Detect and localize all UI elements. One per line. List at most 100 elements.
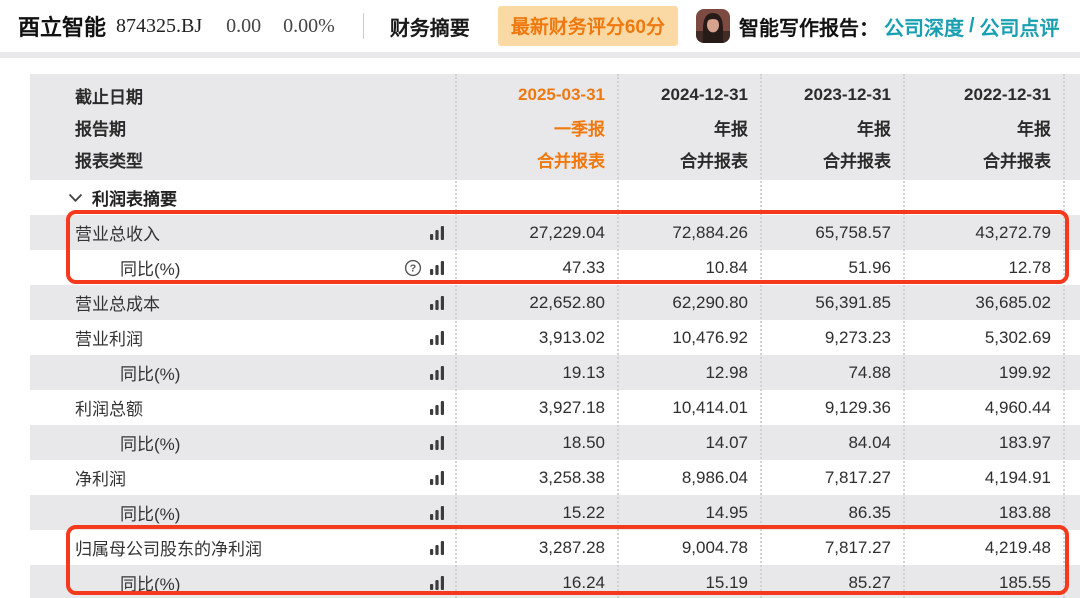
bar-chart-icon[interactable] (430, 365, 445, 380)
row-label-cell: 营业利润 (30, 320, 455, 355)
bar-chart-icon[interactable] (430, 575, 445, 590)
metric-value-cell: 4,960.44 (984, 397, 1051, 417)
meta-value-cell: 一季报 (554, 119, 605, 139)
chevron-down-icon (68, 193, 83, 202)
table-row: 净利润 3,258.38 8,986.04 7,817.27 4,194.91 (30, 460, 1080, 495)
meta-value-cell: 2023-12-31 (804, 85, 891, 104)
bar-chart-icon[interactable] (430, 260, 445, 275)
row-label: 归属母公司股东的净利润 (75, 540, 262, 559)
metric-value-cell: 85.27 (848, 572, 891, 592)
meta-row-label: 报告期 (75, 119, 126, 139)
meta-value-cell: 合并报表 (983, 151, 1051, 171)
row-label-cell: 营业总成本 (30, 285, 455, 320)
metric-value-cell: 18.50 (562, 432, 605, 452)
metric-value-cell: 3,287.28 (538, 537, 605, 557)
row-label-cell: 同比(%) (30, 565, 455, 598)
svg-text:?: ? (410, 262, 416, 274)
table-row: 同比(%) 15.22 14.95 86.35 183.88 (30, 495, 1080, 530)
metric-value-cell: 10,414.01 (672, 397, 748, 417)
meta-value-cell: 2024-12-31 (661, 85, 748, 104)
meta-value-cell: 年报 (714, 119, 748, 139)
row-label: 同比(%) (120, 575, 181, 594)
bar-chart-icon[interactable] (430, 400, 445, 415)
stock-code: 874325.BJ (116, 14, 203, 37)
stub-cell (1063, 215, 1080, 250)
financial-score-badge[interactable]: 最新财务评分60分 (497, 6, 678, 46)
metric-value-cell: 84.04 (848, 432, 891, 452)
metric-value-cell: 43,272.79 (975, 222, 1051, 242)
link-company-depth[interactable]: 公司深度 (883, 17, 964, 40)
ai-report-label: 智能写作报告： (738, 17, 879, 40)
page-background-band (0, 52, 1080, 58)
metric-value-cell: 47.33 (562, 257, 605, 277)
metric-value-cell: 10,476.92 (672, 327, 748, 347)
metric-value-cell: 19.13 (562, 362, 605, 382)
row-label-cell: 同比(%) (30, 425, 455, 460)
bar-chart-icon[interactable] (430, 540, 445, 555)
bar-chart-icon[interactable] (430, 225, 445, 240)
metric-value-cell: 4,194.91 (984, 467, 1051, 487)
metric-value-cell: 65,758.57 (815, 222, 891, 242)
vertical-divider (362, 13, 364, 39)
bar-chart-icon[interactable] (430, 330, 445, 345)
meta-row: 报告期 一季报 年报 年报 年报 (30, 111, 1080, 143)
stub-cell (1063, 143, 1080, 175)
row-label: 同比(%) (120, 505, 181, 524)
metric-value-cell: 56,391.85 (815, 292, 891, 312)
row-label: 同比(%) (120, 365, 181, 384)
link-separator: / (968, 14, 975, 37)
company-name: 酉立智能 (18, 15, 107, 40)
stub-cell (1063, 530, 1080, 565)
meta-row: 报表类型 合并报表 合并报表 合并报表 合并报表 (30, 143, 1080, 175)
metric-value-cell: 72,884.26 (672, 222, 748, 242)
section-income-statement-summary[interactable]: 利润表摘要 (30, 180, 1080, 215)
metric-value-cell: 10.84 (705, 257, 748, 277)
metric-value-cell: 5,302.69 (984, 327, 1051, 347)
table-row: 同比(%) 16.24 15.19 85.27 185.55 (30, 565, 1080, 598)
row-label: 营业利润 (75, 330, 143, 349)
bar-chart-icon[interactable] (430, 295, 445, 310)
stub-cell (1063, 79, 1080, 111)
tab-financial-summary[interactable]: 财务摘要 (389, 17, 470, 40)
metric-value-cell: 14.07 (705, 432, 748, 452)
metric-value-cell: 3,927.18 (538, 397, 605, 417)
table-row: 利润总额 3,927.18 10,414.01 9,129.36 4,960.4… (30, 390, 1080, 425)
bar-chart-icon[interactable] (430, 505, 445, 520)
table-row: 同比(%) 18.50 14.07 84.04 183.97 (30, 425, 1080, 460)
metric-value-cell: 15.19 (705, 572, 748, 592)
analyst-avatar (695, 9, 730, 43)
table-meta-header: 截止日期 2025-03-31 2024-12-31 2023-12-31 20… (30, 74, 1080, 180)
row-label-cell: 同比(%) ? (30, 250, 455, 285)
meta-value-cell: 年报 (857, 119, 891, 139)
metric-value-cell: 14.95 (705, 502, 748, 522)
table-row: 同比(%) ? 47.33 10.84 51.96 (30, 250, 1080, 285)
row-label: 同比(%) (120, 435, 181, 454)
link-company-comment[interactable]: 公司点评 (979, 17, 1060, 40)
meta-value-cell: 2025-03-31 (518, 85, 605, 104)
help-icon[interactable]: ? (404, 259, 422, 277)
metric-value-cell: 183.97 (999, 432, 1051, 452)
stub-cell (1063, 460, 1080, 495)
meta-value-cell: 合并报表 (823, 151, 891, 171)
row-label: 营业总成本 (75, 295, 160, 314)
metric-value-cell: 51.96 (848, 257, 891, 277)
metric-value-cell: 3,913.02 (538, 327, 605, 347)
stub-cell (1063, 425, 1080, 460)
metric-value-cell: 9,004.78 (681, 537, 748, 557)
metric-value-cell: 15.22 (562, 502, 605, 522)
metric-value-cell: 185.55 (999, 572, 1051, 592)
stub-cell (1063, 495, 1080, 530)
stock-price: 0.00 (226, 14, 262, 37)
row-label: 净利润 (75, 470, 126, 489)
meta-row-label: 报表类型 (75, 151, 143, 171)
metric-value-cell: 9,273.23 (824, 327, 891, 347)
bar-chart-icon[interactable] (430, 470, 445, 485)
table-row: 营业利润 3,913.02 10,476.92 9,273.23 5,302.6… (30, 320, 1080, 355)
meta-row-label-cell: 截止日期 (30, 79, 455, 111)
row-label: 同比(%) (120, 260, 181, 279)
table-body: 营业总收入 27,229.04 72,884.26 65,758.57 43,2… (30, 215, 1080, 598)
stub-cell (1063, 565, 1080, 598)
bar-chart-icon[interactable] (430, 435, 445, 450)
stub-cell (1063, 320, 1080, 355)
meta-value-cell: 合并报表 (680, 151, 748, 171)
